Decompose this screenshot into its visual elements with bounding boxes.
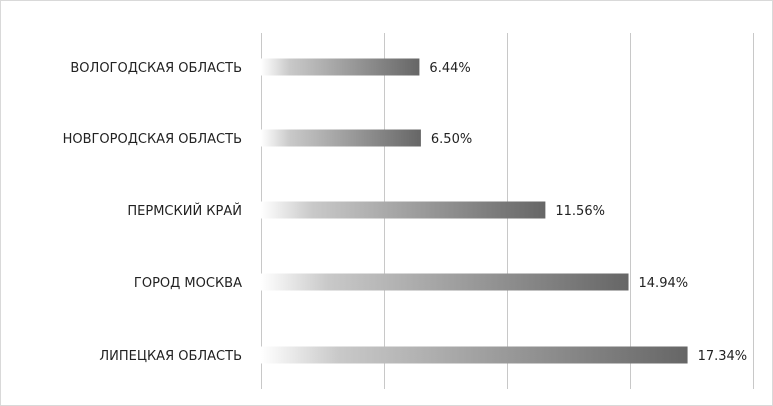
bar-series <box>261 59 688 364</box>
bar <box>261 130 421 147</box>
value-label: 17.34% <box>698 349 748 364</box>
bar <box>261 202 545 219</box>
bar <box>261 59 419 76</box>
value-label: 6.50% <box>431 132 472 147</box>
bar <box>261 347 688 364</box>
value-label: 6.44% <box>429 61 470 76</box>
value-label: 14.94% <box>639 276 689 291</box>
value-label: 11.56% <box>555 204 605 219</box>
bar <box>261 274 629 291</box>
category-label: ЛИПЕЦКАЯ ОБЛАСТЬ <box>99 349 242 364</box>
category-label: НОВГОРОДСКАЯ ОБЛАСТЬ <box>63 132 242 147</box>
category-label: ВОЛОГОДСКАЯ ОБЛАСТЬ <box>70 61 242 76</box>
category-labels: ВОЛОГОДСКАЯ ОБЛАСТЬ НОВГОРОДСКАЯ ОБЛАСТЬ П… <box>63 61 243 364</box>
category-label: ПЕРМСКИЙ КРАЙ <box>127 203 242 219</box>
category-label: ГОРОД МОСКВА <box>134 276 242 291</box>
